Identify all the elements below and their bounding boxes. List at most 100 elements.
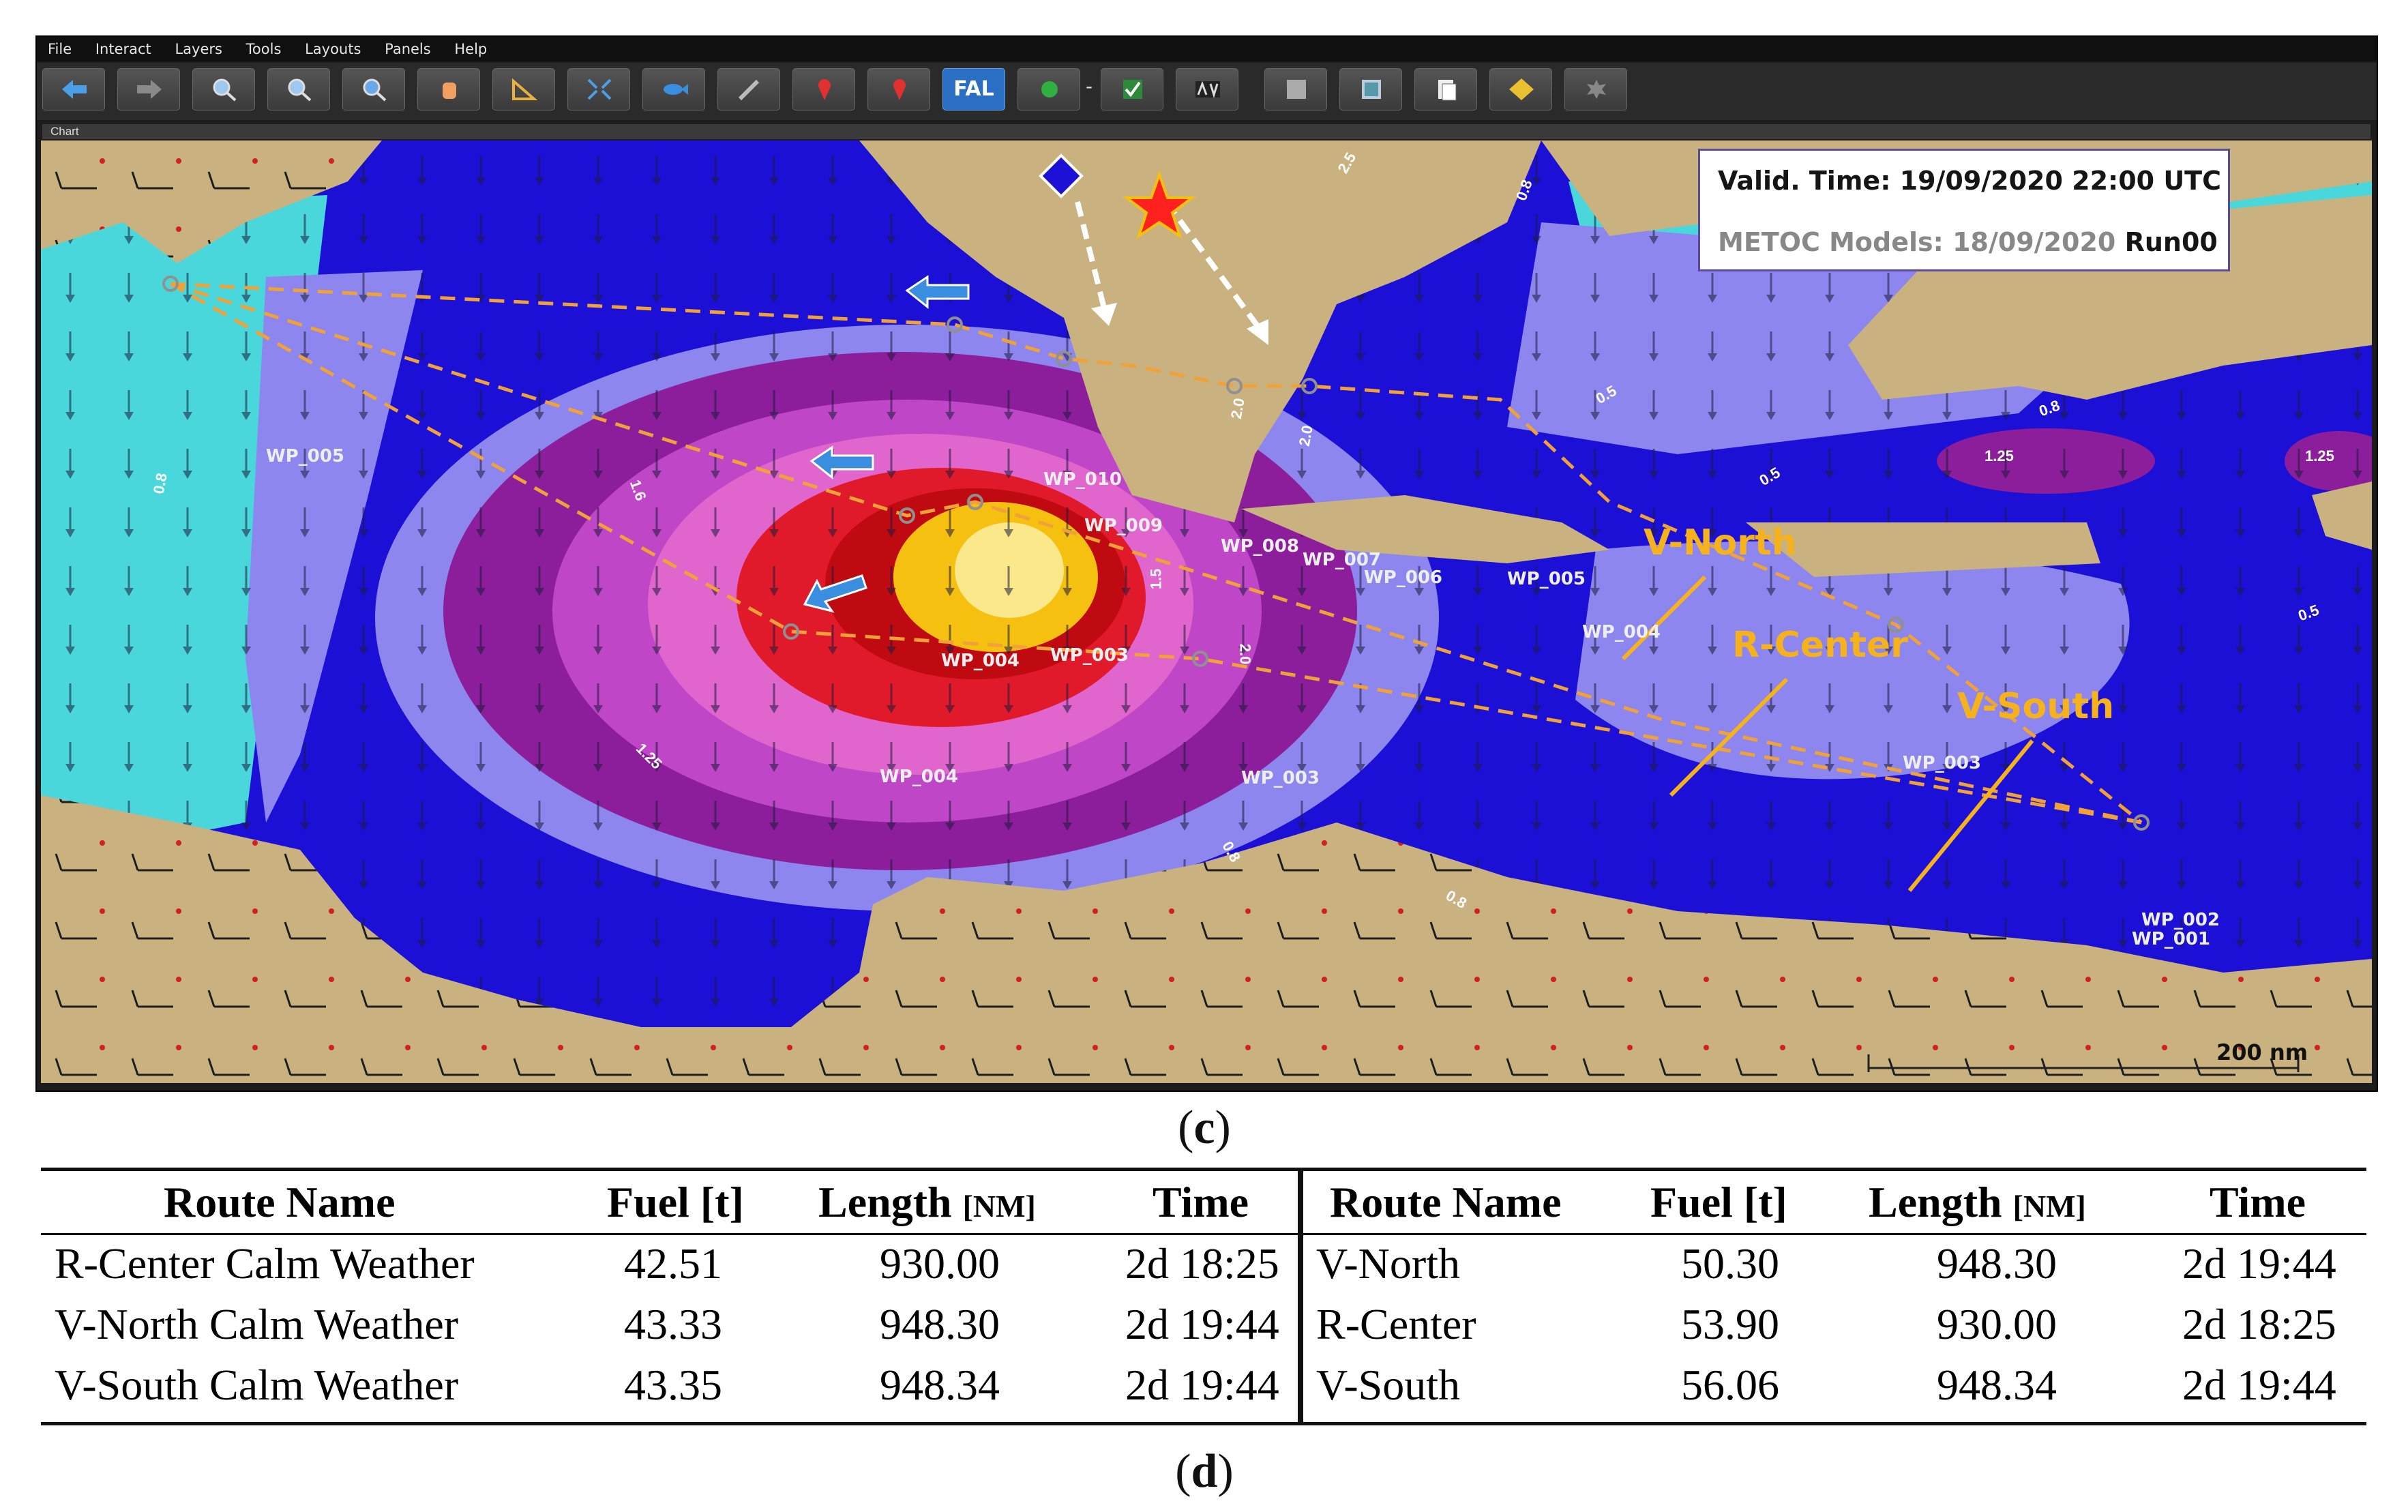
measure-ruler-button[interactable]: [492, 68, 555, 110]
settings-icon: [1587, 80, 1606, 99]
pin-icon: [893, 79, 906, 100]
figure-caption-d: (d): [1175, 1445, 1234, 1498]
zoom-out-button[interactable]: [267, 68, 330, 110]
zoom-in-icon: [213, 78, 237, 102]
waypoint-label: WP_004: [880, 767, 959, 787]
table-cell-time: 2d 19:44: [2182, 1361, 2336, 1409]
route-table-right: Route Name Fuel [t] Length [NM] Time V-N…: [1303, 1168, 2366, 1425]
table-cell-time: 2d 18:25: [2182, 1300, 2336, 1348]
map-canvas: [41, 140, 2372, 1083]
contour-label: 2.0: [1227, 396, 1248, 421]
settings-button[interactable]: [1564, 68, 1627, 110]
chart-panel-tab[interactable]: Chart: [42, 124, 2370, 139]
pan-hand-button[interactable]: [417, 68, 480, 110]
pin-route-button[interactable]: [792, 68, 855, 110]
column-header-fuel: Fuel [t]: [1650, 1178, 1787, 1226]
route-label-pointers: [1621, 575, 2034, 892]
waypoint-label: WP_003: [1050, 645, 1129, 666]
zoom-extent-icon: [363, 78, 387, 102]
storm-heading-arrow: [905, 275, 970, 310]
waypoint-label: WP_002: [2141, 910, 2220, 930]
zoom-in-button[interactable]: [192, 68, 255, 110]
menu-layouts[interactable]: Layouts: [305, 41, 361, 57]
waypoint-label: WP_004: [1582, 622, 1661, 642]
star-marker-icon[interactable]: [1123, 170, 1196, 239]
document-button[interactable]: [1414, 68, 1477, 110]
route-label-v-south: V-South: [1957, 686, 2115, 727]
column-header-route-name: Route Name: [1330, 1178, 1562, 1226]
back-arrow-button[interactable]: [42, 68, 105, 110]
waypoint-label: WP_001: [2132, 929, 2211, 949]
check-button[interactable]: [1101, 68, 1163, 110]
table-divider: [1300, 1168, 1303, 1425]
pan-hand-icon: [443, 83, 456, 99]
land-crete-north: [1241, 495, 1609, 563]
square-button[interactable]: [1264, 68, 1327, 110]
av-button[interactable]: [1176, 68, 1238, 110]
table-cell-time: 2d 19:44: [2182, 1239, 2336, 1288]
land-cyprus: [2312, 481, 2372, 550]
fish-button[interactable]: [642, 68, 705, 110]
land-crete: [1746, 522, 2100, 577]
land-greece: [859, 140, 1541, 522]
fish-icon: [664, 84, 688, 95]
grid-icon: [1362, 80, 1381, 99]
table-cell-fuel: 43.35: [624, 1361, 722, 1409]
fal-button[interactable]: FAL: [942, 68, 1005, 110]
table-cell-route: V-North Calm Weather: [55, 1300, 459, 1348]
table-cell-length: 930.00: [880, 1239, 1000, 1288]
contour-label: 1.25: [1985, 447, 2014, 464]
route-r-center[interactable]: [170, 282, 2142, 825]
column-header-time: Time: [1153, 1178, 1249, 1226]
green-dot-button[interactable]: [1017, 68, 1080, 110]
menu-layers[interactable]: Layers: [175, 41, 222, 57]
table-header-rule: [41, 1233, 2366, 1235]
column-header-route-name: Route Name: [164, 1178, 396, 1226]
length-unit: [NM]: [2012, 1189, 2086, 1224]
table-cell-fuel: 42.51: [624, 1239, 722, 1288]
menu-panels[interactable]: Panels: [385, 41, 431, 57]
menu-help[interactable]: Help: [454, 41, 488, 57]
check-icon: [1123, 80, 1142, 99]
route-v-north[interactable]: [170, 282, 2143, 824]
valid-time-label: Valid. Time: 19/09/2020 22:00 UTC: [1718, 166, 2221, 196]
length-label: Length: [818, 1178, 952, 1226]
table-cell-fuel: 56.06: [1681, 1361, 1779, 1409]
warning-button[interactable]: [1489, 68, 1552, 110]
menu-file[interactable]: File: [48, 41, 72, 57]
metoc-models-prefix: METOC Models: 18/09/2020: [1718, 227, 2125, 257]
table-cell-fuel: 43.33: [624, 1300, 722, 1348]
table-cell-length: 948.34: [1937, 1361, 2057, 1409]
white-arrow-head: [1247, 319, 1268, 345]
wrench-button[interactable]: [717, 68, 780, 110]
metoc-chart-map[interactable]: Valid. Time: 19/09/2020 22:00 UTC METOC …: [41, 140, 2372, 1083]
diamond-marker-icon[interactable]: [1039, 153, 1084, 198]
route-v-south[interactable]: [169, 282, 2142, 825]
waypoint-label: WP_006: [1364, 567, 1443, 588]
menu-tools[interactable]: Tools: [246, 41, 282, 57]
table-cell-fuel: 50.30: [1681, 1239, 1779, 1288]
table-cell-length: 948.34: [880, 1361, 1000, 1409]
contour-label: 1.25: [2305, 447, 2334, 464]
forward-arrow-button[interactable]: [117, 68, 180, 110]
table-cell-length: 930.00: [1937, 1300, 2057, 1348]
green-dot-icon: [1041, 81, 1058, 98]
fit-window-button[interactable]: [567, 68, 630, 110]
figure-caption-c: (c): [1178, 1101, 1231, 1154]
pin-button[interactable]: [867, 68, 930, 110]
waypoint-label: WP_009: [1084, 516, 1163, 536]
contour-label: 2.0: [1295, 424, 1316, 448]
contour-label: 0.8: [149, 471, 170, 496]
table-cell-time: 2d 19:44: [1125, 1361, 1279, 1409]
caption-letter: c: [1193, 1101, 1215, 1154]
square-icon: [1287, 80, 1306, 99]
column-header-fuel: Fuel [t]: [607, 1178, 744, 1226]
menu-interact[interactable]: Interact: [95, 41, 151, 57]
table-divider: [1298, 1168, 1300, 1425]
grid-button[interactable]: [1339, 68, 1402, 110]
waypoint-label: WP_003: [1903, 753, 1982, 773]
zoom-extent-button[interactable]: [342, 68, 405, 110]
waypoint-label: WP_008: [1221, 536, 1300, 557]
length-unit: [NM]: [962, 1189, 1036, 1224]
pin-route-icon: [818, 79, 831, 100]
